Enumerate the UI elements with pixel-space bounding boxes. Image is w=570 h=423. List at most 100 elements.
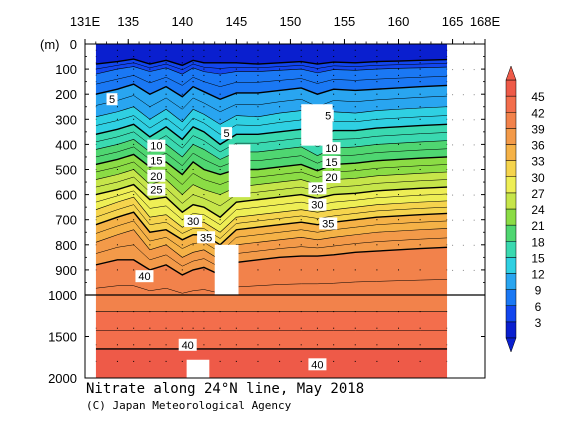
sample-dot	[398, 74, 400, 76]
sample-dot	[333, 311, 335, 313]
sample-dot	[203, 81, 205, 83]
sample-dot	[316, 49, 318, 51]
colorbar-segment	[505, 144, 517, 161]
sample-dot	[279, 269, 281, 271]
sample-dot	[333, 81, 335, 83]
sample-dot	[279, 311, 281, 313]
sample-dot	[316, 269, 318, 271]
colorbar-label: 45	[531, 90, 545, 104]
sample-dot	[419, 327, 421, 329]
sample-dot	[203, 169, 205, 170]
colorbar-label: 9	[535, 284, 542, 298]
sample-dot	[279, 49, 281, 51]
sample-dot	[279, 93, 281, 95]
sample-dot	[149, 118, 151, 120]
contour-line	[95, 66, 448, 75]
sample-dot	[376, 118, 378, 120]
sample-dot	[462, 144, 464, 146]
sample-dot	[149, 68, 151, 70]
sample-dot	[398, 81, 400, 83]
contour-line	[95, 204, 448, 239]
no-data-region	[186, 359, 210, 378]
sample-dot	[257, 269, 259, 271]
contour-label: 15	[325, 157, 337, 169]
sample-dot	[219, 68, 221, 70]
sample-dot	[149, 219, 151, 221]
sample-dot	[116, 56, 118, 58]
sample-dot	[181, 49, 183, 51]
sample-dot	[181, 143, 183, 145]
sample-dot	[333, 344, 335, 346]
sample-dot	[181, 311, 183, 313]
plot-frame	[84, 43, 486, 379]
sample-dot	[398, 169, 400, 170]
sample-dot	[300, 81, 302, 83]
contour-line	[95, 58, 448, 67]
sample-dot	[219, 74, 221, 76]
contour-label: 5	[109, 94, 115, 106]
sample-dot	[133, 244, 135, 246]
sample-dot	[219, 219, 221, 221]
colorbar-segment	[505, 273, 517, 290]
sample-dot	[133, 118, 135, 120]
contour-label: 40	[311, 359, 323, 371]
colorbar-label: 42	[531, 106, 545, 120]
sample-dot	[354, 68, 356, 70]
sample-dot	[316, 327, 318, 329]
colorbar-segment	[505, 112, 517, 129]
contour-band	[95, 44, 448, 66]
contour-band	[95, 84, 448, 125]
contour-label: 5	[325, 111, 331, 123]
sample-dot	[333, 244, 335, 246]
sample-dot	[452, 219, 454, 221]
y-tick-label: 1000	[48, 288, 77, 303]
sample-dot	[473, 194, 475, 196]
sample-dot	[398, 143, 400, 145]
sample-dot	[376, 344, 378, 346]
contour-band	[95, 184, 448, 233]
sample-dot	[203, 269, 205, 271]
sample-dot	[473, 94, 475, 96]
sample-dot	[300, 49, 302, 51]
colorbar-segment	[505, 79, 517, 97]
sample-dot	[192, 74, 194, 76]
sample-dot	[316, 74, 318, 76]
sample-dot	[398, 118, 400, 120]
sample-dot	[376, 49, 378, 51]
sample-dot	[333, 93, 335, 95]
sample-dot	[235, 93, 237, 95]
sample-dot	[133, 269, 135, 271]
sample-dot	[376, 68, 378, 70]
sample-dot	[462, 169, 464, 171]
sample-dot	[181, 62, 183, 64]
sample-dot	[419, 219, 421, 221]
sample-dot	[165, 118, 167, 120]
sample-dot	[300, 56, 302, 58]
sample-dot	[279, 143, 281, 145]
sample-dot	[192, 327, 194, 329]
sample-dot	[116, 194, 118, 196]
sample-dot	[419, 93, 421, 95]
sample-dot	[376, 169, 378, 170]
sample-dot	[181, 118, 183, 120]
sample-dot	[116, 360, 118, 362]
contour-label: 10	[325, 143, 337, 155]
colorbar-label: 24	[531, 203, 545, 217]
sample-dot	[192, 143, 194, 145]
y-tick-label: 500	[55, 163, 77, 178]
sample-dot	[316, 244, 318, 246]
chart-title: Nitrate along 24°N line, May 2018	[86, 381, 364, 397]
sample-dot	[257, 118, 259, 120]
sample-dot	[133, 81, 135, 83]
contour-band	[95, 228, 448, 275]
sample-dot	[192, 194, 194, 196]
contour-label-bg	[319, 217, 338, 230]
sample-dot	[149, 169, 151, 170]
sample-dot	[165, 143, 167, 145]
contour-line	[95, 123, 448, 146]
sample-dot	[354, 194, 356, 196]
sample-dot	[419, 74, 421, 76]
contour-label-bg	[322, 109, 334, 122]
sample-dot	[354, 62, 356, 64]
sample-dot	[452, 244, 454, 246]
